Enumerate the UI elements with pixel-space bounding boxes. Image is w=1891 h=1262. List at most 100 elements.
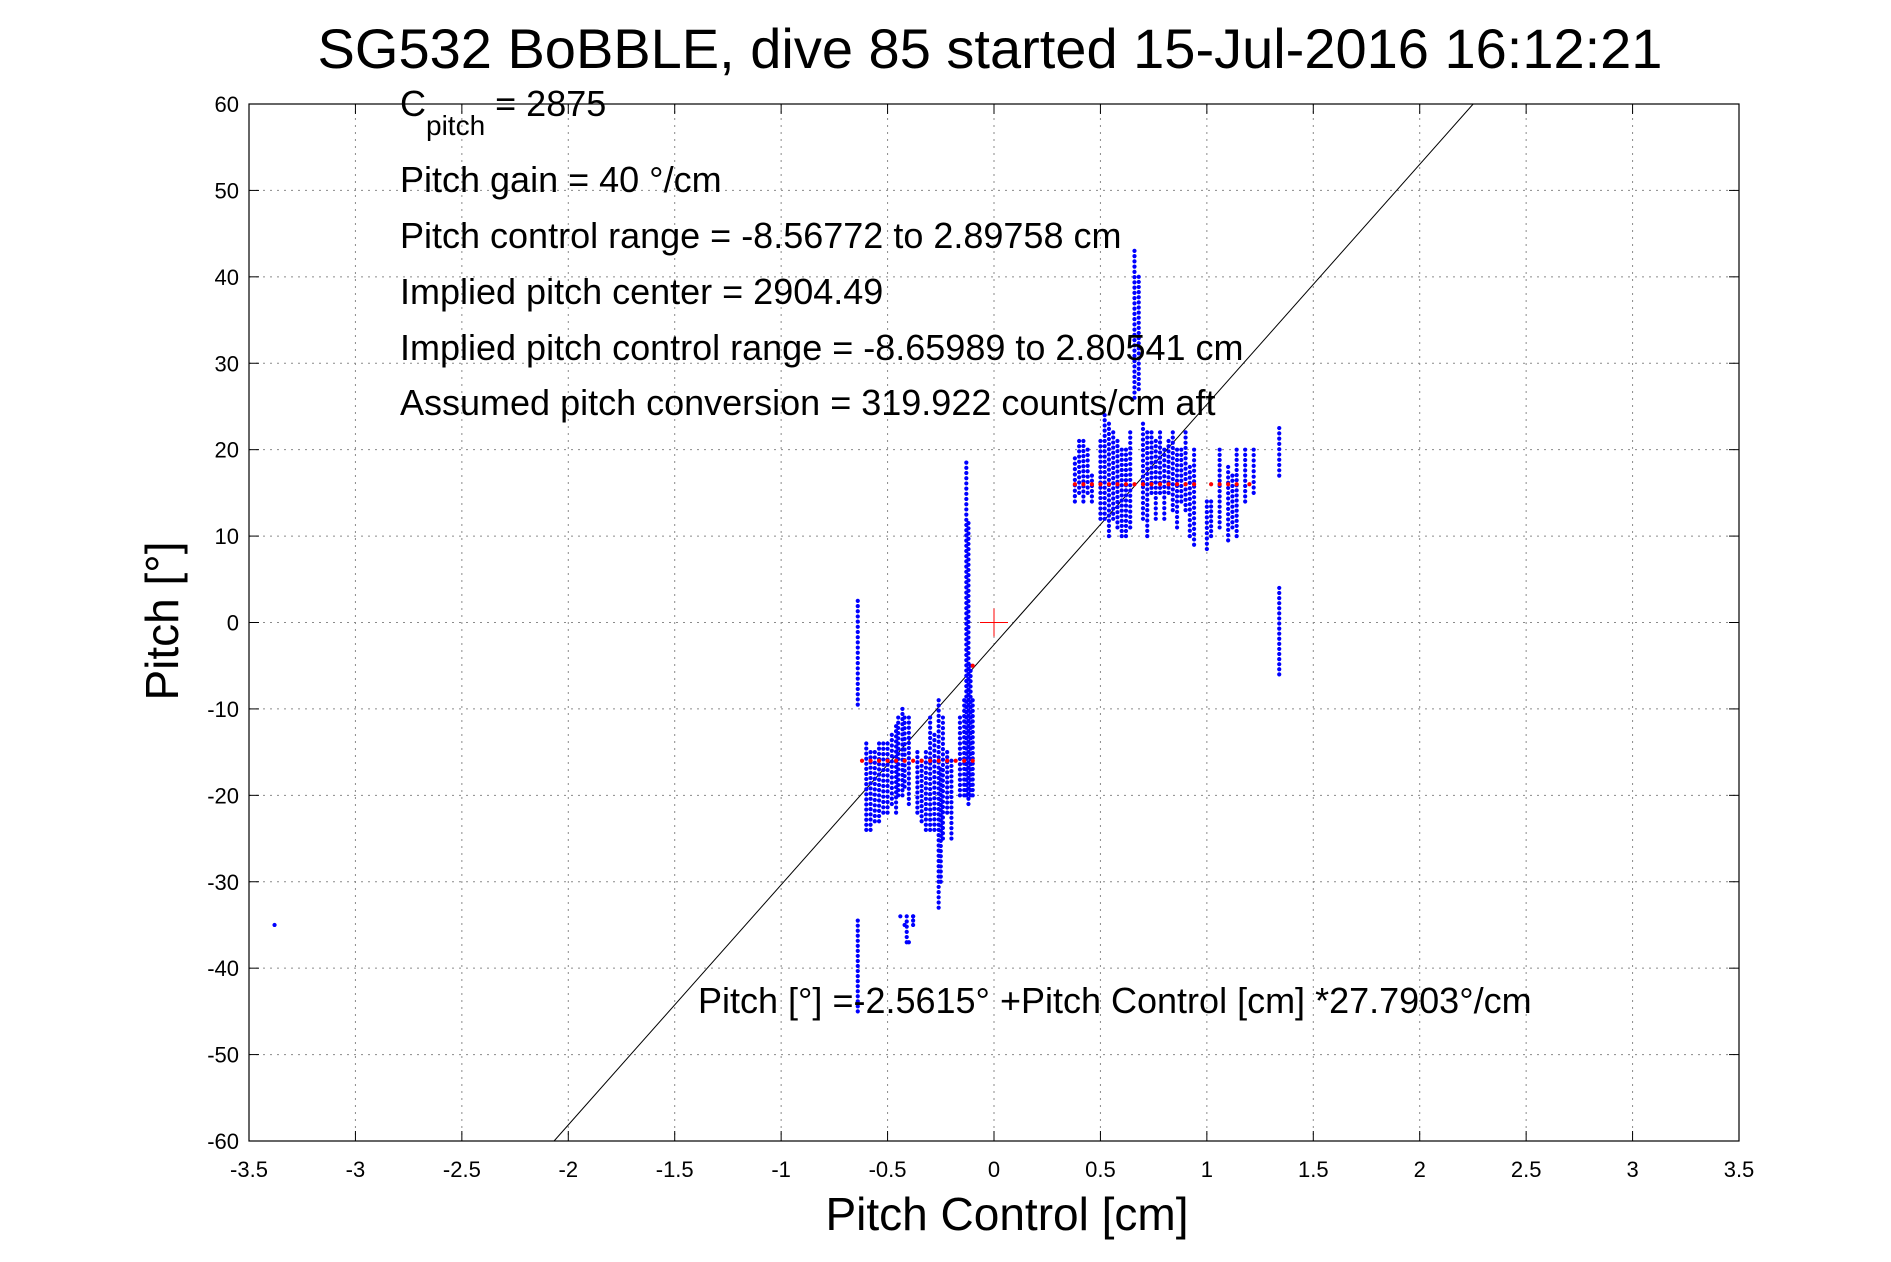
- observed-point: [893, 800, 899, 805]
- observed-point: [915, 790, 920, 795]
- observed-point: [902, 747, 907, 752]
- observed-point: [906, 730, 911, 735]
- observed-point: [949, 820, 954, 826]
- observed-point: [928, 735, 933, 741]
- observed-point: [938, 869, 943, 874]
- observed-point: [1251, 485, 1256, 490]
- y-tick-label: -30: [207, 870, 239, 895]
- observed-point: [885, 746, 890, 751]
- observed-point: [1106, 508, 1112, 513]
- x-tick-label: -1: [771, 1157, 791, 1182]
- observed-point: [1128, 467, 1133, 472]
- red-point: [911, 758, 916, 763]
- observed-point: [1115, 489, 1120, 494]
- observed-point: [928, 746, 933, 751]
- observed-point: [964, 481, 969, 486]
- observed-point: [940, 778, 946, 783]
- observed-point: [855, 635, 860, 640]
- observed-point: [885, 783, 890, 789]
- observed-point: [876, 772, 882, 777]
- observed-point: [872, 750, 877, 755]
- observed-point: [889, 754, 894, 759]
- y-tick-label: -10: [207, 697, 239, 722]
- observed-point: [1191, 516, 1197, 521]
- observed-point: [1111, 516, 1116, 521]
- observed-point: [1230, 483, 1235, 489]
- observed-point: [864, 812, 869, 817]
- observed-point: [1111, 465, 1116, 471]
- observed-point: [876, 793, 882, 798]
- observed-point: [1132, 332, 1137, 337]
- observed-point: [1230, 525, 1235, 530]
- observed-point: [938, 864, 943, 869]
- observed-point: [1132, 385, 1137, 390]
- observed-point: [1102, 516, 1107, 521]
- observed-point: [1111, 435, 1116, 440]
- observed-point: [1128, 514, 1133, 519]
- observed-point: [1102, 485, 1107, 490]
- observed-point: [896, 731, 901, 736]
- observed-point: [864, 827, 869, 833]
- observed-point: [1106, 528, 1112, 534]
- observed-point: [1191, 521, 1197, 526]
- observed-point: [868, 770, 873, 775]
- observed-point: [1166, 459, 1171, 464]
- observed-point: [855, 661, 860, 666]
- observed-point: [1243, 478, 1248, 483]
- observed-point: [1123, 462, 1129, 468]
- observed-point: [1251, 463, 1256, 468]
- observed-point: [1174, 504, 1180, 509]
- observed-point: [932, 801, 937, 806]
- observed-point: [1098, 485, 1103, 490]
- observed-point: [855, 629, 860, 635]
- observed-point: [1234, 452, 1239, 457]
- observed-point: [1098, 464, 1103, 470]
- observed-point: [896, 782, 901, 788]
- observed-point: [957, 762, 963, 767]
- observed-point: [968, 679, 973, 684]
- observed-point: [1277, 626, 1282, 631]
- observed-point: [1170, 461, 1175, 466]
- observed-point: [932, 822, 937, 827]
- observed-point: [1149, 440, 1154, 445]
- observed-point: [1145, 533, 1150, 539]
- observed-point: [1217, 457, 1222, 463]
- observed-point: [964, 502, 969, 507]
- red-point: [945, 758, 950, 763]
- observed-point: [906, 745, 911, 751]
- observed-point: [868, 781, 873, 786]
- observed-point: [949, 800, 954, 805]
- observed-point: [1191, 458, 1197, 463]
- observed-point: [923, 812, 928, 817]
- observed-point: [881, 757, 886, 762]
- observed-point: [1128, 440, 1133, 446]
- observed-point: [1136, 279, 1141, 285]
- observed-point: [906, 781, 911, 786]
- observed-point: [1145, 513, 1150, 518]
- observed-point: [1136, 295, 1141, 300]
- observed-point: [1230, 499, 1235, 504]
- observed-point: [1128, 461, 1133, 467]
- observed-point: [1234, 457, 1239, 462]
- observed-point: [868, 817, 873, 822]
- observed-point: [855, 609, 860, 614]
- observed-point: [966, 536, 971, 541]
- observed-point: [1166, 490, 1171, 495]
- observed-point: [1234, 488, 1239, 493]
- observed-point: [1106, 436, 1112, 442]
- observed-point: [932, 796, 937, 801]
- observed-point: [966, 801, 971, 807]
- observed-point: [1102, 418, 1107, 423]
- observed-point: [936, 734, 941, 739]
- observed-point: [1277, 641, 1282, 646]
- observed-point: [1183, 435, 1188, 440]
- observed-point: [889, 785, 894, 791]
- x-tick-label: 1.5: [1298, 1157, 1329, 1182]
- observed-point: [964, 496, 969, 502]
- observed-point: [936, 890, 941, 895]
- red-point: [1226, 482, 1231, 487]
- observed-point: [949, 836, 954, 841]
- observed-point: [970, 793, 975, 798]
- observed-point: [864, 776, 869, 782]
- observed-point: [1136, 341, 1141, 346]
